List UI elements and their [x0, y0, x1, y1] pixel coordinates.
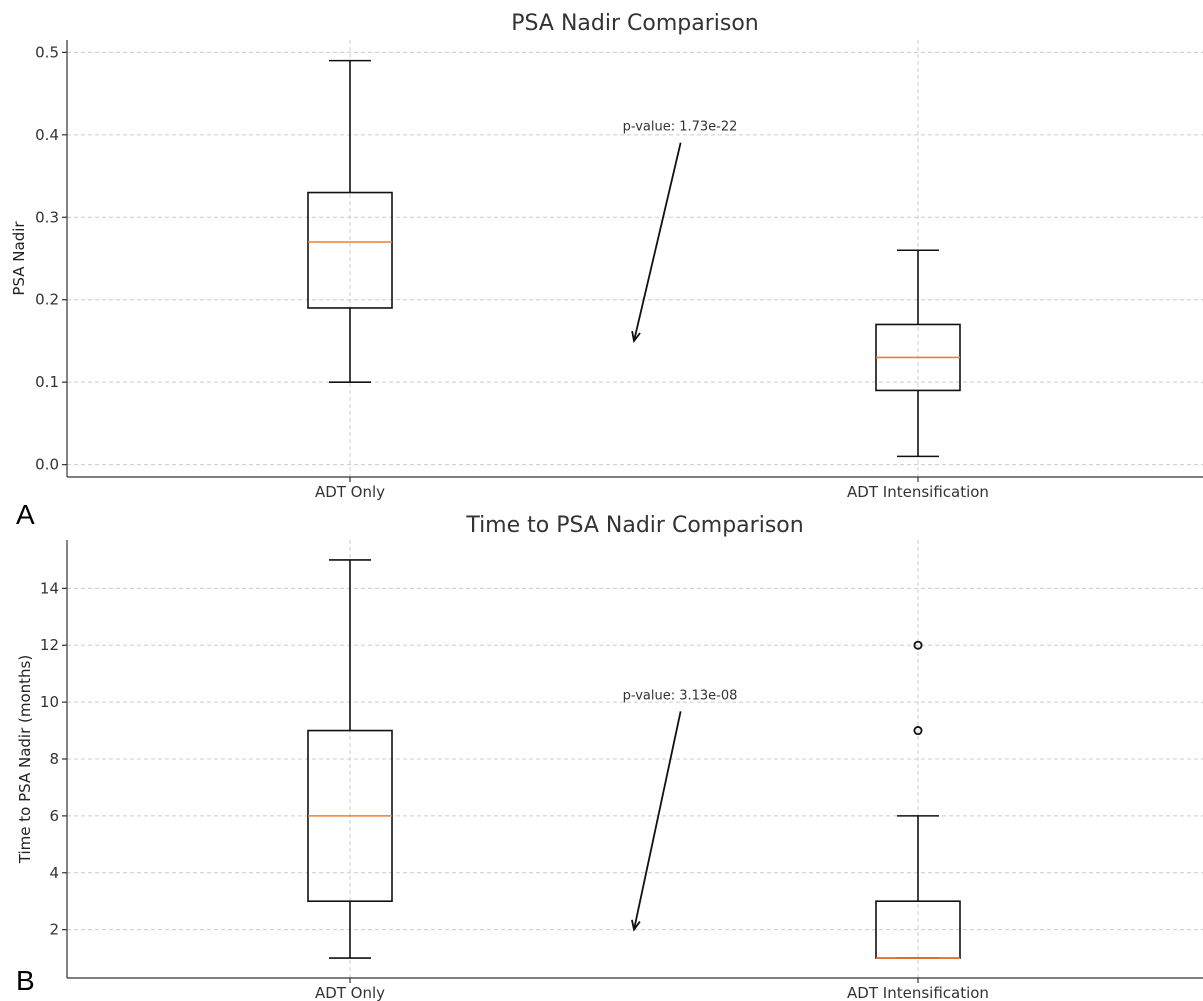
x-tick-label: ADT Intensification: [847, 483, 989, 501]
box-plot-adt-intensification: [875, 249, 961, 458]
panel-b: 2 4 6 8 10 12 14 ADT Only ADT Intensification p-v…: [16, 513, 1203, 1001]
y-tick-label: 0.2: [35, 291, 59, 309]
chart-title: Time to PSA Nadir Comparison: [465, 513, 803, 538]
panel-label: A: [16, 499, 35, 530]
y-tick-label: 8: [49, 750, 59, 768]
y-tick-label: 0.0: [35, 456, 59, 474]
x-tick-label: ADT Only: [315, 483, 385, 501]
y-tick-label: 12: [40, 636, 59, 654]
y-tick-label: 0.3: [35, 208, 59, 226]
y-tick-label: 6: [49, 807, 59, 825]
y-axis-label: PSA Nadir: [10, 221, 28, 296]
panel-a: 0.0 0.1 0.2 0.3 0.4 0.5 ADT Only ADT Intensific…: [10, 11, 1203, 530]
y-tick-label: 10: [40, 693, 59, 711]
annotation-arrow: [633, 711, 682, 930]
arrow-head: [631, 919, 641, 932]
p-value-annotation: p-value: 1.73e-22: [623, 120, 738, 135]
y-tick-label: 0.5: [35, 43, 59, 61]
y-tick-label: 4: [49, 864, 59, 882]
y-tick-label: 14: [40, 579, 59, 597]
chart-title: PSA Nadir Comparison: [511, 11, 758, 36]
x-tick-label: ADT Only: [315, 984, 385, 1001]
outlier-point: [913, 640, 923, 650]
p-value-annotation: p-value: 3.13e-08: [623, 688, 738, 703]
x-tick-label: ADT Intensification: [847, 984, 989, 1001]
y-tick-label: 0.1: [35, 373, 59, 391]
panel-label: B: [16, 965, 35, 996]
box-plot-adt-intensification: [875, 640, 961, 959]
box-plot-adt-only: [307, 559, 393, 959]
y-tick-label: 0.4: [35, 126, 59, 144]
arrow-head: [631, 330, 641, 344]
y-tick-label: 2: [49, 921, 59, 939]
outlier-point: [913, 726, 923, 736]
box-plot-adt-only: [307, 59, 393, 383]
iqr-box: [307, 191, 393, 309]
y-axis-label: Time to PSA Nadir (months): [16, 655, 34, 864]
annotation-arrow: [633, 142, 682, 342]
